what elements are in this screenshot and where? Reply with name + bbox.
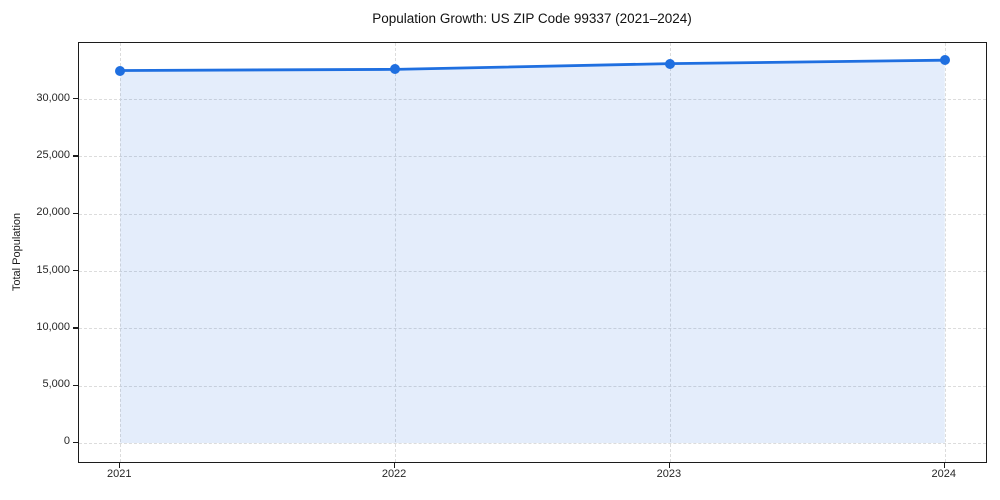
v-gridline: [944, 43, 946, 462]
data-point: [390, 64, 401, 75]
h-gridline: [79, 156, 986, 158]
x-tick-mark: [119, 462, 121, 468]
y-tick-label: 30,000: [36, 91, 70, 104]
y-tick-mark: [73, 384, 78, 386]
y-tick-label: 10,000: [36, 320, 70, 333]
y-tick-label: 20,000: [36, 206, 70, 219]
data-point: [664, 58, 675, 69]
data-point: [115, 65, 126, 76]
y-tick-label: 25,000: [36, 148, 70, 161]
chart-title: Population Growth: US ZIP Code 99337 (20…: [372, 11, 692, 26]
y-tick-mark: [73, 212, 78, 214]
y-tick-mark: [73, 441, 78, 444]
x-tick-label: 2024: [931, 468, 957, 480]
y-tick-mark: [73, 155, 78, 157]
chart-canvas: [79, 43, 986, 443]
data-point: [939, 55, 950, 66]
x-tick-mark: [394, 462, 396, 468]
y-tick-mark: [73, 270, 78, 272]
h-gridline: [79, 213, 986, 215]
x-tick-mark: [668, 462, 671, 468]
h-gridline: [79, 99, 986, 101]
x-tick-label: 2021: [106, 468, 132, 480]
area-fill: [120, 60, 945, 443]
y-tick-label: 0: [63, 435, 70, 448]
y-axis-label: Total Population: [11, 212, 23, 292]
h-gridline: [79, 442, 986, 444]
h-gridline: [79, 271, 986, 273]
y-tick-mark: [73, 327, 78, 329]
h-gridline: [79, 328, 986, 330]
y-tick-label: 5,000: [42, 378, 70, 391]
x-tick-mark: [943, 462, 945, 468]
y-tick-label: 15,000: [36, 263, 70, 276]
x-tick-label: 2022: [381, 468, 407, 480]
v-gridline: [395, 43, 397, 462]
y-tick-mark: [73, 98, 78, 100]
data-line: [120, 60, 945, 70]
h-gridline: [79, 385, 986, 387]
plot-area: [78, 42, 987, 463]
v-gridline: [120, 43, 122, 462]
v-gridline: [669, 43, 671, 462]
x-tick-label: 2023: [656, 468, 682, 480]
